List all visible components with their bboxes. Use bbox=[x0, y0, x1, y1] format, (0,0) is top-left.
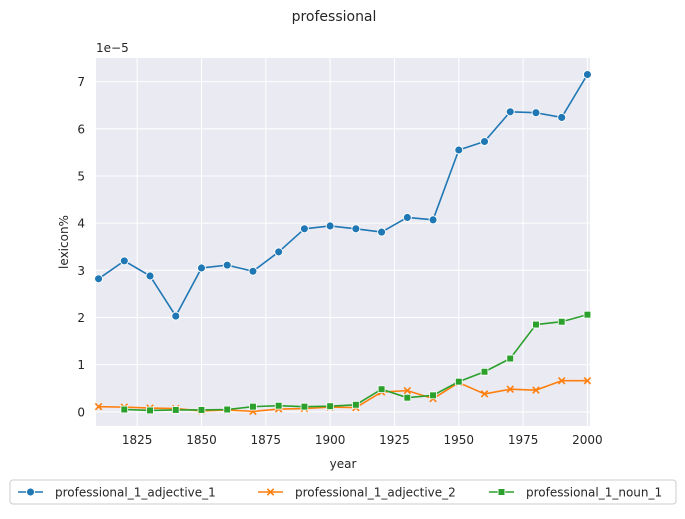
data-point bbox=[274, 247, 284, 257]
series-line bbox=[98, 379, 588, 413]
data-point bbox=[94, 274, 104, 284]
x-axis-ticks: 1825 1850 1875 1900 1925 1950 1975 2000 bbox=[122, 433, 603, 447]
data-point bbox=[120, 405, 129, 414]
data-point bbox=[506, 354, 515, 363]
y-tick-label: 3 bbox=[77, 264, 85, 278]
x-tick-label: 1950 bbox=[444, 433, 475, 447]
y-tick-label: 7 bbox=[77, 75, 85, 89]
y-tick-label: 2 bbox=[77, 311, 85, 325]
y-axis-label: lexicon% bbox=[57, 215, 71, 269]
y-axis-ticks: 0 1 2 3 4 5 6 7 bbox=[77, 75, 85, 419]
data-point bbox=[505, 107, 515, 117]
data-point bbox=[480, 367, 489, 376]
x-tick-label: 1925 bbox=[379, 433, 410, 447]
data-point bbox=[171, 406, 180, 414]
data-point bbox=[557, 376, 566, 385]
data-point bbox=[480, 390, 489, 398]
data-point bbox=[582, 70, 592, 79]
data-point bbox=[557, 317, 566, 326]
x-tick-label: 1850 bbox=[186, 433, 217, 447]
y-tick-label: 4 bbox=[77, 217, 85, 231]
data-point bbox=[146, 406, 154, 415]
series-3 bbox=[120, 310, 592, 415]
legend-label: professional_1_adjective_2 bbox=[295, 486, 456, 500]
y-tick-label: 6 bbox=[77, 122, 85, 136]
data-point bbox=[531, 108, 541, 118]
y-tick-label: 5 bbox=[77, 169, 85, 183]
data-point bbox=[454, 377, 463, 386]
data-point bbox=[583, 310, 592, 319]
legend-label: professional_1_adjective_1 bbox=[55, 486, 216, 500]
data-point bbox=[171, 311, 181, 321]
data-point bbox=[197, 263, 206, 273]
x-tick-label: 1975 bbox=[508, 433, 539, 447]
y-offset-label: 1e−5 bbox=[96, 41, 129, 55]
data-point bbox=[145, 271, 155, 281]
data-point bbox=[274, 401, 283, 410]
data-point bbox=[429, 391, 437, 400]
series-line bbox=[98, 74, 589, 317]
legend-label: professional_1_noun_1 bbox=[526, 486, 662, 500]
chart-title: professional bbox=[292, 9, 377, 25]
data-point bbox=[248, 266, 258, 276]
data-point bbox=[326, 402, 334, 410]
data-point bbox=[299, 224, 309, 234]
data-point bbox=[352, 400, 360, 409]
legend-box bbox=[9, 479, 677, 505]
y-tick-label: 1 bbox=[77, 358, 85, 372]
x-tick-label: 1825 bbox=[122, 433, 153, 447]
x-tick-label: 1900 bbox=[315, 433, 346, 447]
data-point bbox=[94, 402, 103, 411]
x-axis-label: year bbox=[330, 457, 357, 471]
data-point bbox=[197, 406, 206, 414]
data-point bbox=[532, 386, 540, 394]
x-tick-label: 1875 bbox=[251, 433, 282, 447]
data-point bbox=[480, 137, 489, 146]
data-point bbox=[377, 227, 387, 237]
data-point bbox=[377, 385, 386, 393]
legend-marker bbox=[26, 487, 35, 497]
data-point bbox=[223, 405, 232, 414]
legend-entry-3: professional_1_noun_1 bbox=[489, 486, 662, 500]
legend-entry-1: professional_1_adjective_1 bbox=[18, 486, 216, 500]
data-point bbox=[557, 112, 567, 122]
legend-marker bbox=[266, 488, 275, 496]
y-tick-label: 0 bbox=[77, 405, 85, 419]
data-point bbox=[300, 402, 309, 411]
legend-marker bbox=[497, 488, 506, 496]
legend: professional_1_adjective_1 professional_1… bbox=[9, 479, 677, 505]
data-point bbox=[532, 320, 540, 329]
data-point bbox=[403, 386, 412, 395]
data-point bbox=[454, 145, 464, 155]
series-layer bbox=[94, 70, 592, 416]
data-point bbox=[402, 213, 412, 222]
series-1 bbox=[94, 70, 592, 321]
data-point bbox=[583, 376, 592, 385]
data-point bbox=[506, 385, 515, 393]
data-point bbox=[222, 260, 232, 270]
plot-area bbox=[96, 58, 590, 426]
x-tick-label: 2000 bbox=[572, 433, 603, 447]
data-point bbox=[119, 256, 129, 266]
legend-entry-2: professional_1_adjective_2 bbox=[258, 486, 456, 500]
data-point bbox=[325, 221, 335, 231]
data-point bbox=[351, 224, 361, 234]
data-point bbox=[249, 402, 257, 411]
data-point bbox=[403, 393, 412, 402]
data-point bbox=[428, 215, 438, 225]
